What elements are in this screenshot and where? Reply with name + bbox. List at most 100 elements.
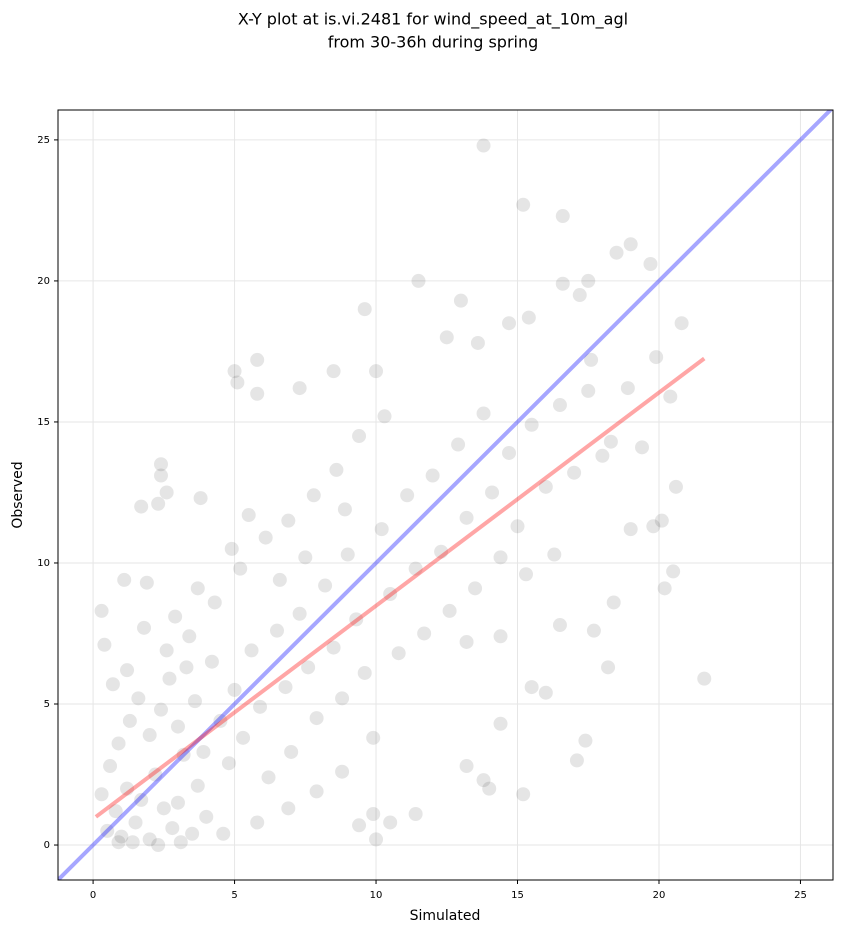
point <box>567 465 582 480</box>
point <box>284 744 299 759</box>
point <box>128 815 143 830</box>
point <box>552 398 567 413</box>
point <box>301 660 316 675</box>
point <box>411 273 426 288</box>
point <box>94 787 109 802</box>
point <box>569 753 584 768</box>
point <box>270 623 285 638</box>
point <box>369 832 384 847</box>
point <box>357 665 372 680</box>
point <box>187 694 202 709</box>
point <box>572 288 587 303</box>
plot-frame <box>57 109 834 881</box>
point <box>204 654 219 669</box>
point <box>298 550 313 565</box>
point <box>137 620 152 635</box>
point <box>151 496 166 511</box>
y-tick-label: 15 <box>37 417 50 428</box>
point <box>244 643 259 658</box>
point <box>646 519 661 534</box>
point <box>193 491 208 506</box>
point <box>105 677 120 692</box>
point <box>524 680 539 695</box>
point <box>103 759 118 774</box>
point <box>241 508 256 523</box>
point <box>459 634 474 649</box>
x-tick-label: 5 <box>231 890 237 901</box>
point <box>516 787 531 802</box>
grid <box>58 110 833 880</box>
point <box>326 640 341 655</box>
point <box>236 730 251 745</box>
point <box>120 781 135 796</box>
point <box>190 581 205 596</box>
point <box>207 595 222 610</box>
point <box>281 801 296 816</box>
point <box>400 488 415 503</box>
x-axis-label: Simulated <box>410 908 481 924</box>
point <box>250 386 265 401</box>
point <box>272 572 287 587</box>
point <box>595 448 610 463</box>
point <box>434 544 449 559</box>
point <box>581 383 596 398</box>
point <box>391 646 406 661</box>
point <box>502 316 517 331</box>
point <box>97 637 112 652</box>
point <box>510 519 525 534</box>
point <box>357 302 372 317</box>
x-tick-label: 20 <box>653 890 666 901</box>
point <box>142 832 157 847</box>
point <box>185 826 200 841</box>
point <box>468 581 483 596</box>
point <box>213 713 228 728</box>
point <box>521 310 536 325</box>
point <box>153 468 168 483</box>
point <box>476 138 491 153</box>
point <box>578 733 593 748</box>
point <box>318 578 333 593</box>
point <box>643 257 658 271</box>
point <box>250 352 265 367</box>
point <box>125 835 140 850</box>
point <box>162 671 177 686</box>
ticks: 0 5 10 15 20 25 0 5 10 15 20 25 <box>37 135 807 901</box>
point <box>165 821 180 836</box>
point <box>335 691 350 706</box>
point <box>349 612 364 627</box>
point <box>555 209 570 224</box>
point <box>620 381 635 396</box>
point <box>253 699 268 714</box>
point <box>459 510 474 525</box>
point <box>470 335 485 350</box>
point <box>552 618 567 633</box>
point <box>306 488 321 503</box>
point <box>230 375 245 390</box>
point <box>697 671 712 686</box>
point <box>170 795 185 810</box>
point <box>170 719 185 734</box>
point <box>151 838 166 853</box>
point <box>179 660 194 675</box>
point <box>451 437 466 452</box>
point <box>114 829 129 844</box>
points <box>94 138 712 853</box>
point <box>309 784 324 799</box>
chart-title: X-Y plot at is.vi.2481 for wind_speed_at… <box>238 10 628 30</box>
point <box>581 273 596 288</box>
point <box>134 499 149 514</box>
fit-line <box>58 110 833 880</box>
point <box>227 682 242 697</box>
point <box>292 606 307 621</box>
point <box>547 547 562 562</box>
point <box>139 575 154 590</box>
point <box>216 826 231 841</box>
y-tick-label: 0 <box>44 840 50 851</box>
point <box>476 773 491 788</box>
point <box>439 330 454 345</box>
point <box>369 364 384 379</box>
point <box>538 479 553 494</box>
point <box>408 561 423 576</box>
point <box>493 716 508 731</box>
y-axis-label: Observed <box>10 461 26 528</box>
